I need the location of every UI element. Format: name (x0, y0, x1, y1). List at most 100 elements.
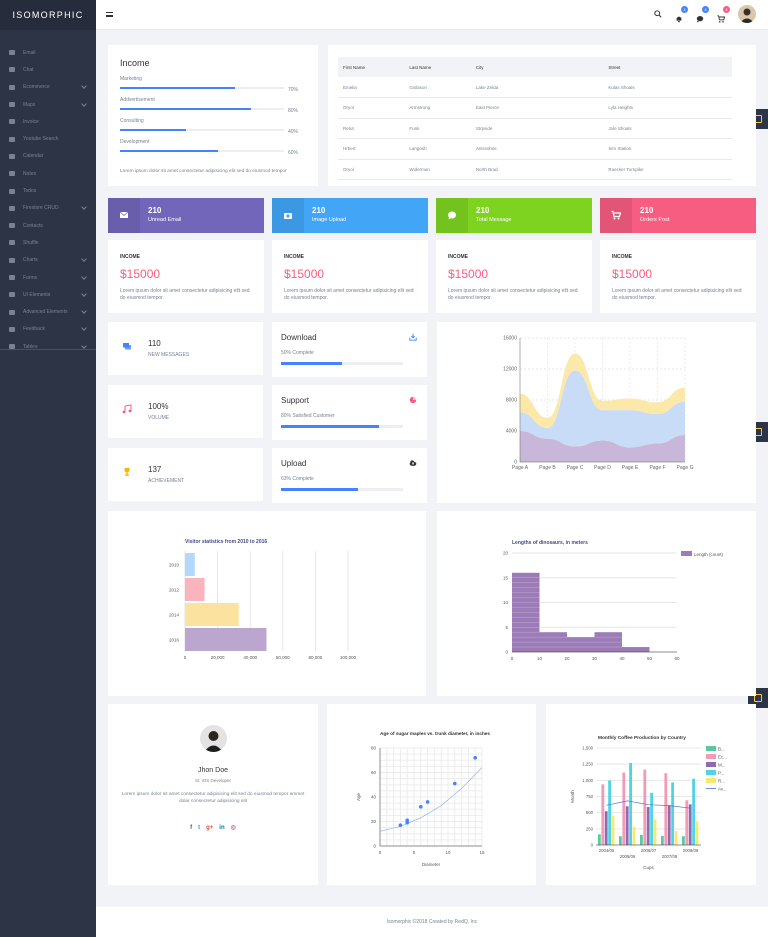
sidebar-item-tables[interactable]: Tables (0, 338, 96, 355)
profile-avatar[interactable] (200, 725, 227, 752)
sidebar-item-invoice[interactable]: Invoice (0, 113, 96, 130)
stat-widget[interactable]: 210 Unread Email (108, 198, 264, 233)
bar[interactable] (629, 763, 632, 845)
bar[interactable] (625, 806, 629, 845)
scatter-point[interactable] (425, 800, 430, 804)
bar[interactable] (671, 782, 674, 845)
dribbble-icon[interactable]: ◎ (230, 825, 236, 831)
x-tick-label: 60,000 (276, 655, 290, 660)
bar[interactable] (653, 819, 657, 845)
sidebar-item-forms[interactable]: Forms (0, 269, 96, 286)
bar[interactable] (661, 836, 664, 845)
search-icon[interactable] (654, 10, 662, 18)
sidebar-item-ecommerce[interactable]: Ecommerce (0, 79, 96, 96)
menu-toggle-icon[interactable] (106, 12, 113, 17)
y-tick-label: 750 (586, 794, 594, 799)
stat-widget[interactable]: 210 Orders Post (600, 198, 756, 233)
bag-icon (9, 84, 15, 90)
table-header-cell[interactable]: First Name (338, 57, 405, 77)
legend-label[interactable]: R... (718, 778, 725, 783)
sidebar-item-youtube-search[interactable]: Youtube Search (0, 130, 96, 147)
area-series-1[interactable] (520, 370, 685, 448)
mini-stat-label: VOLUME (148, 415, 170, 421)
bar[interactable] (185, 628, 267, 651)
bar[interactable] (664, 773, 668, 845)
bar[interactable] (646, 807, 650, 845)
bar[interactable] (622, 772, 626, 845)
scatter-point[interactable] (473, 756, 477, 760)
bar[interactable] (643, 769, 647, 845)
bar[interactable] (667, 805, 671, 845)
bar[interactable] (685, 800, 689, 845)
bar[interactable] (695, 821, 699, 845)
linkedin-icon[interactable]: in (219, 825, 225, 831)
scatter-point[interactable] (398, 823, 403, 827)
histogram-bar[interactable] (567, 637, 595, 652)
area-series-0[interactable] (520, 431, 685, 462)
app-logo[interactable]: ISOMORPHIC (0, 0, 96, 30)
sidebar-item-calendar[interactable]: Calendar (0, 148, 96, 165)
legend-label[interactable]: P... (718, 770, 724, 775)
messages-button[interactable]: 4 (696, 6, 709, 23)
bar[interactable] (608, 780, 611, 845)
sidebar-item-contacts[interactable]: Contacts (0, 217, 96, 234)
scatter-point[interactable] (419, 805, 423, 809)
bar[interactable] (619, 836, 622, 845)
stat-widget[interactable]: 210 Image Upload (272, 198, 428, 233)
bar[interactable] (185, 603, 239, 626)
bar[interactable] (650, 792, 653, 845)
sidebar-item-advanced-elements[interactable]: Advanced Elements (0, 303, 96, 320)
bar[interactable] (611, 815, 615, 845)
sidebar-item-ui-elements[interactable]: UI Elements (0, 286, 96, 303)
legend-label[interactable]: B... (718, 746, 725, 751)
notification-button[interactable]: 4 (675, 6, 688, 23)
bar[interactable] (185, 553, 195, 576)
bar[interactable] (601, 784, 605, 845)
bar[interactable] (682, 836, 685, 845)
bar[interactable] (185, 578, 205, 601)
sidebar-item-shuffle[interactable]: Shuffle (0, 234, 96, 251)
sidebar-item-notes[interactable]: Notes (0, 165, 96, 182)
bar[interactable] (604, 811, 608, 845)
sidebar-item-chat[interactable]: Chat (0, 61, 96, 78)
legend-label[interactable]: Ec... (718, 754, 727, 759)
stat-widget[interactable]: 210 Total Message (436, 198, 592, 233)
bar[interactable] (688, 804, 692, 845)
y-tick-label: 2014 (169, 613, 180, 618)
scatter-point[interactable] (405, 820, 409, 825)
table-header-cell[interactable]: Last Name (404, 57, 471, 77)
legend-label[interactable]: M... (718, 762, 726, 767)
sidebar-item-maps[interactable]: Maps (0, 96, 96, 113)
twitter-icon[interactable]: t (198, 825, 201, 831)
sidebar-item-todos[interactable]: Todos (0, 182, 96, 199)
fire-icon (9, 205, 15, 211)
scatter-point[interactable] (453, 781, 457, 786)
table-row: Hrbert Langosh Anissshire Sim Station (338, 138, 732, 160)
legend-label: Length (count) (694, 552, 724, 557)
bar[interactable] (674, 831, 678, 845)
google-plus-icon[interactable]: g+ (206, 825, 214, 831)
y-tick-label: 1,250 (582, 762, 593, 767)
table-header-cell[interactable]: Street (603, 57, 732, 77)
y-tick-label: 1,500 (582, 746, 593, 751)
legend-label[interactable]: Av... (718, 786, 727, 791)
sidebar-item-feedback[interactable]: Feedback (0, 321, 96, 338)
bar[interactable] (632, 826, 636, 845)
cart-button[interactable]: 4 (717, 6, 730, 23)
sidebar-item-charts[interactable]: Charts (0, 252, 96, 269)
table-header-cell[interactable]: City (470, 57, 604, 77)
user-avatar[interactable] (738, 5, 756, 23)
area-series-2[interactable] (520, 353, 685, 428)
sidebar-item-email[interactable]: Email (0, 44, 96, 61)
income-widget-title: INCOME (120, 254, 140, 260)
x-tick-label: Page A (512, 465, 529, 471)
income-widget-text: Lorem ipsum dolor sit amet consectetur a… (612, 288, 742, 301)
profile-text: Lorem ipsum dolor sit amet consectetur a… (121, 792, 305, 804)
x-axis-label: Diameter (422, 862, 441, 867)
sidebar-item-firestore-crud[interactable]: Firestore CRUD (0, 200, 96, 217)
bar[interactable] (692, 778, 695, 845)
bar[interactable] (598, 834, 601, 845)
histogram-bar[interactable] (622, 647, 650, 652)
bar[interactable] (640, 834, 643, 845)
facebook-icon[interactable]: f (190, 825, 193, 831)
